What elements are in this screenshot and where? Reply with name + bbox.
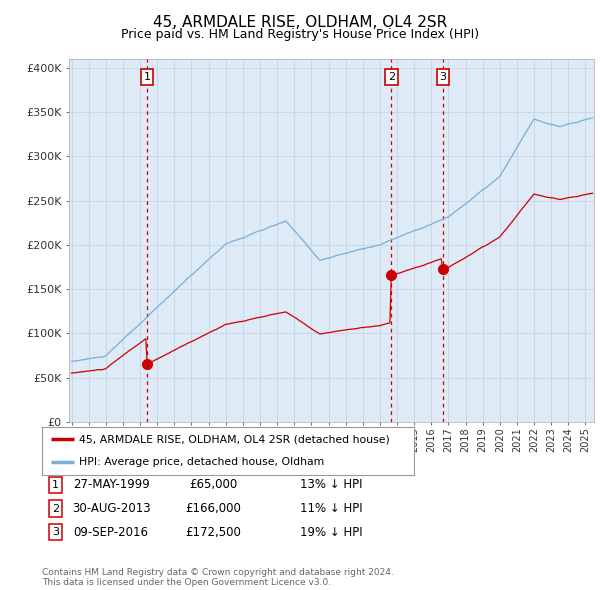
Text: 09-SEP-2016: 09-SEP-2016 — [74, 526, 149, 539]
Text: 13% ↓ HPI: 13% ↓ HPI — [300, 478, 362, 491]
Text: £65,000: £65,000 — [189, 478, 237, 491]
Text: 45, ARMDALE RISE, OLDHAM, OL4 2SR (detached house): 45, ARMDALE RISE, OLDHAM, OL4 2SR (detac… — [79, 434, 390, 444]
Text: 27-MAY-1999: 27-MAY-1999 — [73, 478, 149, 491]
Text: £166,000: £166,000 — [185, 502, 241, 515]
Text: 30-AUG-2013: 30-AUG-2013 — [71, 502, 151, 515]
Text: 19% ↓ HPI: 19% ↓ HPI — [300, 526, 362, 539]
Text: Contains HM Land Registry data © Crown copyright and database right 2024.
This d: Contains HM Land Registry data © Crown c… — [42, 568, 394, 587]
Text: 3: 3 — [52, 527, 59, 537]
Text: 1: 1 — [52, 480, 59, 490]
Text: 3: 3 — [440, 72, 446, 82]
Text: £172,500: £172,500 — [185, 526, 241, 539]
Text: HPI: Average price, detached house, Oldham: HPI: Average price, detached house, Oldh… — [79, 457, 325, 467]
Text: 11% ↓ HPI: 11% ↓ HPI — [300, 502, 362, 515]
Text: 2: 2 — [52, 504, 59, 513]
Text: 1: 1 — [143, 72, 151, 82]
Text: 45, ARMDALE RISE, OLDHAM, OL4 2SR: 45, ARMDALE RISE, OLDHAM, OL4 2SR — [153, 15, 447, 30]
Text: 2: 2 — [388, 72, 395, 82]
Text: Price paid vs. HM Land Registry's House Price Index (HPI): Price paid vs. HM Land Registry's House … — [121, 28, 479, 41]
